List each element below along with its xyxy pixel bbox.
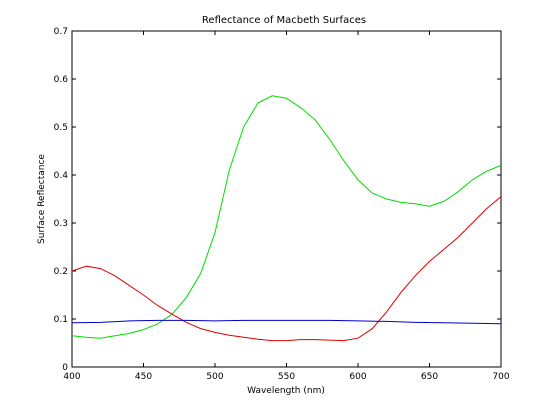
y-tick-label: 0.5 — [54, 123, 68, 133]
x-tick-label: 500 — [206, 372, 223, 382]
y-tick-label: 0.7 — [54, 27, 68, 37]
x-tick-label: 550 — [278, 372, 295, 382]
series-line-2 — [71, 196, 502, 342]
y-tick-label: 0.2 — [54, 267, 68, 277]
x-axis-label: Wavelength (nm) — [247, 386, 325, 396]
plot-area — [71, 30, 502, 368]
x-tick-label: 400 — [63, 372, 80, 382]
x-tick-label: 650 — [421, 372, 438, 382]
chart-title: Reflectance of Macbeth Surfaces — [202, 15, 366, 26]
y-tick-label: 0.1 — [54, 315, 68, 325]
series-layer — [71, 95, 502, 342]
y-axis-label: Surface Reflectance — [37, 154, 47, 244]
y-tick-label: 0 — [62, 363, 68, 373]
y-tick-label: 0.3 — [54, 219, 68, 229]
x-tick-label: 700 — [492, 372, 509, 382]
y-tick-label: 0.6 — [54, 75, 69, 85]
series-line-1 — [71, 95, 502, 339]
x-tick-label: 450 — [135, 372, 152, 382]
x-tick-label: 600 — [349, 372, 366, 382]
y-tick-label: 0.4 — [54, 171, 69, 181]
series-line-3 — [71, 319, 502, 325]
y-axis-ticks: 0 0.1 0.2 0.3 0.4 0.5 0.6 0.7 — [54, 27, 501, 373]
x-axis-ticks: 400 450 500 550 600 650 700 — [63, 31, 510, 382]
